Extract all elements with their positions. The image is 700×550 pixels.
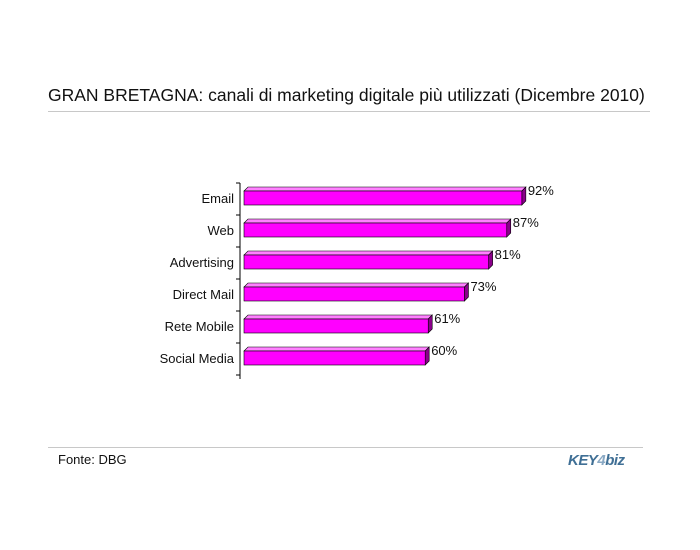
title-divider	[48, 111, 650, 112]
category-label: Rete Mobile	[165, 319, 234, 334]
source-note: Fonte: DBG	[58, 452, 127, 467]
chart-title: GRAN BRETAGNA: canali di marketing digit…	[48, 85, 645, 105]
bar-top-face	[243, 186, 527, 192]
bar-email	[243, 190, 523, 206]
bar-web	[243, 222, 508, 238]
bar-top-face	[243, 314, 433, 320]
value-label: 73%	[470, 279, 496, 294]
key4biz-logo: KEY4biz	[568, 452, 625, 469]
value-label: 87%	[513, 215, 539, 230]
bar-direct-mail	[243, 286, 465, 302]
value-label: 92%	[528, 183, 554, 198]
category-label: Email	[201, 191, 234, 206]
category-label: Web	[208, 223, 235, 238]
category-label: Direct Mail	[173, 287, 235, 302]
value-label: 61%	[434, 311, 460, 326]
value-label: 60%	[431, 343, 457, 358]
footer-divider	[48, 447, 643, 448]
bar-top-face	[243, 218, 512, 224]
bar-top-face	[243, 282, 470, 288]
bar-top-face	[243, 346, 430, 352]
bar-top-face	[243, 250, 494, 256]
value-label: 81%	[495, 247, 521, 262]
bar-rete-mobile	[243, 318, 429, 334]
bar-social-media	[243, 350, 426, 366]
bar-advertising	[243, 254, 489, 270]
category-label: Social Media	[160, 351, 235, 366]
category-label: Advertising	[170, 255, 234, 270]
